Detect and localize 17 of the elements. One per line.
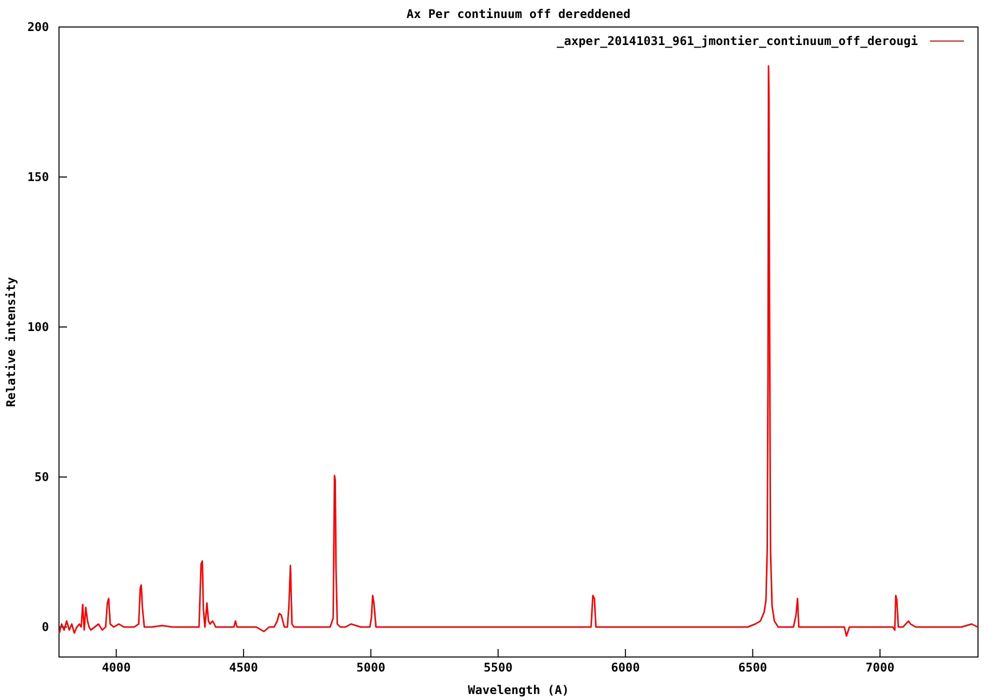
legend-label: _axper_20141031_961_jmontier_continuum_off_derougi (556, 34, 918, 48)
x-tick-label: 6000 (610, 660, 640, 675)
x-tick-label: 4500 (229, 660, 258, 675)
y-tick-label: 100 (27, 320, 49, 334)
y-axis-title: Relative intensity (4, 276, 18, 408)
y-tick-label: 150 (27, 170, 49, 184)
x-tick-label: 5000 (356, 660, 386, 675)
y-tick-label: 0 (42, 620, 49, 634)
x-tick-label: 5500 (484, 660, 513, 675)
line-series (58, 65, 978, 637)
x-tick-label: 4000 (102, 660, 131, 675)
x-tick-label: 7000 (866, 660, 894, 675)
y-tick-label: 200 (27, 20, 49, 34)
x-axis-title: Wavelength (A) (468, 683, 570, 697)
x-tick-label: 6500 (738, 660, 768, 675)
y-tick-label: 50 (34, 470, 49, 484)
chart-title: Ax Per continuum off dereddened (406, 7, 630, 21)
